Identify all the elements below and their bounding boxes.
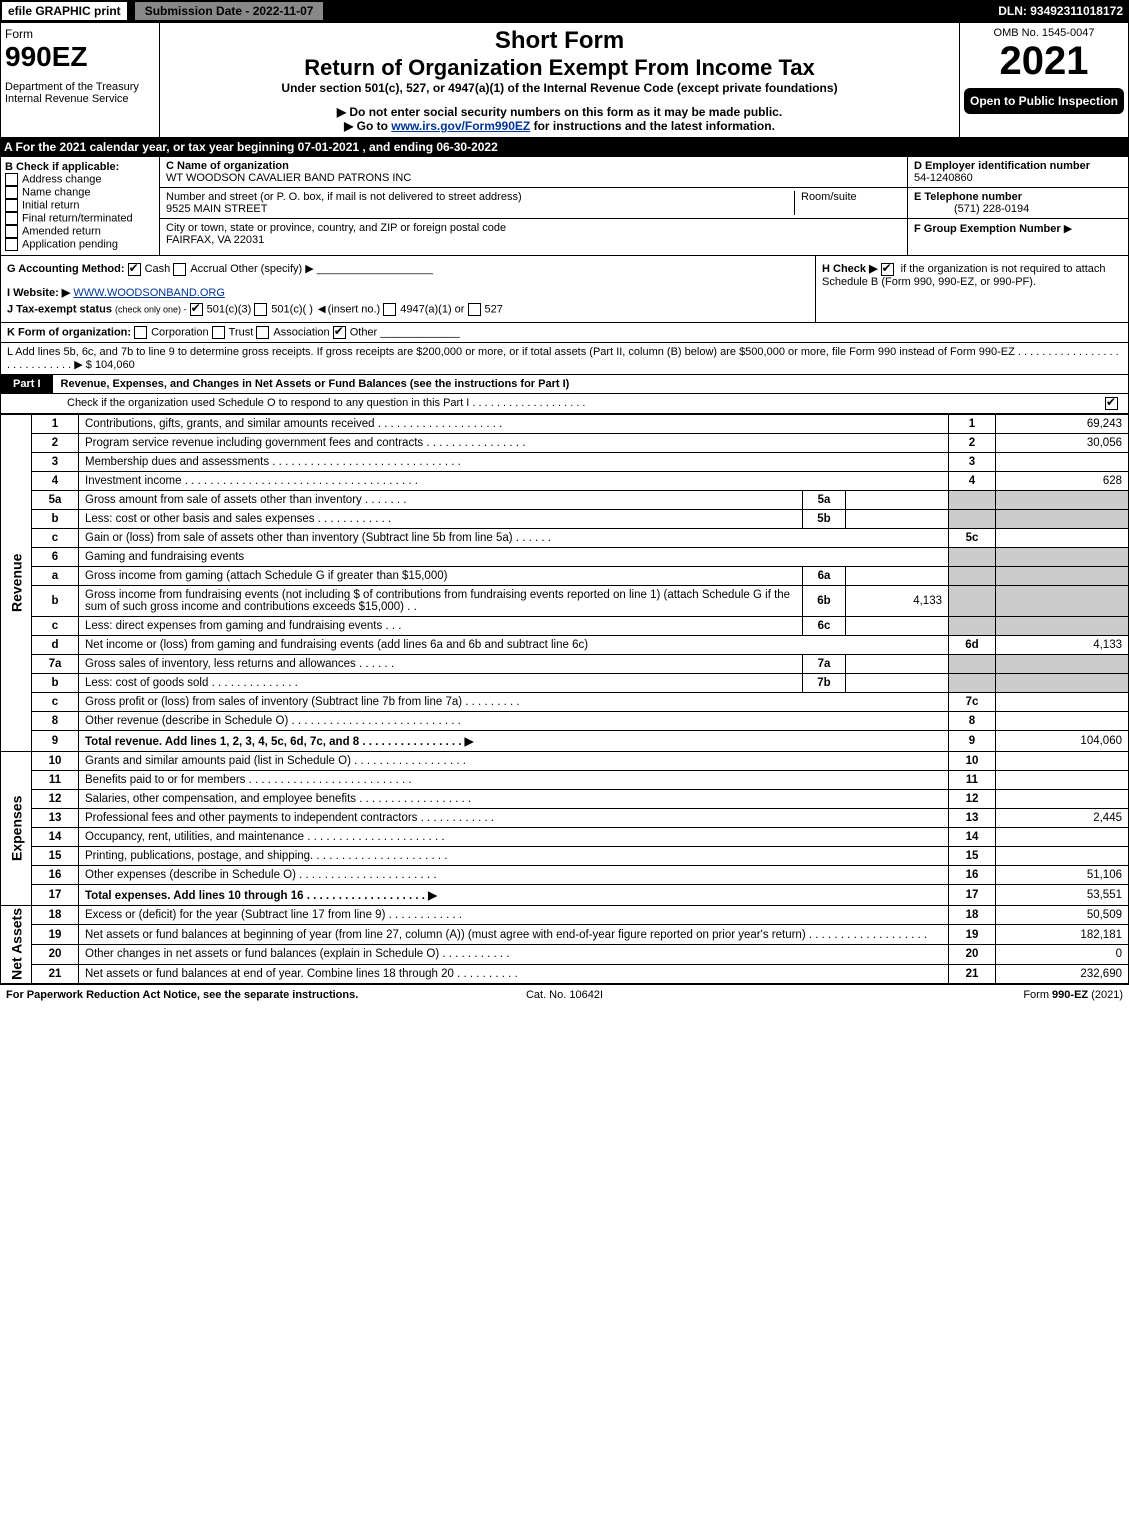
submission-date: Submission Date - 2022-11-07: [133, 0, 326, 22]
line-5c-val: [996, 528, 1129, 547]
cat-no: Cat. No. 10642I: [378, 989, 750, 1001]
cb-initial-return[interactable]: [5, 199, 18, 212]
cb-4947[interactable]: [383, 303, 396, 316]
line-1-val: 69,243: [996, 414, 1129, 433]
line-17-val: 53,551: [996, 884, 1129, 905]
omb-label: OMB No. 1545-0047: [964, 27, 1124, 39]
cb-accrual[interactable]: [173, 263, 186, 276]
line-18-val: 50,509: [996, 905, 1129, 925]
subtitle: Under section 501(c), 527, or 4947(a)(1)…: [164, 81, 955, 95]
line-12-val: [996, 789, 1129, 808]
website-link[interactable]: WWW.WOODSONBAND.ORG: [73, 287, 225, 299]
info-grid: B Check if applicable: Address change Na…: [0, 156, 1129, 256]
dept-label: Department of the Treasury Internal Reve…: [5, 81, 155, 105]
city-state-zip: FAIRFAX, VA 22031: [166, 234, 264, 246]
line-6d-val: 4,133: [996, 635, 1129, 654]
footer: For Paperwork Reduction Act Notice, see …: [0, 984, 1129, 1005]
line-9-val: 104,060: [996, 730, 1129, 751]
line-7c-val: [996, 692, 1129, 711]
line-13-val: 2,445: [996, 808, 1129, 827]
section-l: L Add lines 5b, 6c, and 7b to line 9 to …: [0, 343, 1129, 375]
group-exemption-arrow: ▶: [1064, 223, 1072, 235]
cb-association[interactable]: [256, 326, 269, 339]
return-title: Return of Organization Exempt From Incom…: [164, 55, 955, 81]
cb-other[interactable]: [333, 326, 346, 339]
cb-final-return[interactable]: [5, 212, 18, 225]
cb-501c3[interactable]: [190, 303, 203, 316]
section-c: C Name of organization WT WOODSON CAVALI…: [160, 157, 908, 255]
line-11-val: [996, 770, 1129, 789]
revenue-label: Revenue: [1, 414, 32, 751]
org-name: WT WOODSON CAVALIER BAND PATRONS INC: [166, 172, 411, 184]
efile-label: efile GRAPHIC print: [0, 0, 129, 22]
section-b: B Check if applicable: Address change Na…: [1, 157, 160, 255]
ein: 54-1240860: [914, 172, 973, 184]
section-k: K Form of organization: Corporation Trus…: [0, 323, 1129, 343]
cb-amended-return[interactable]: [5, 225, 18, 238]
line-2-val: 30,056: [996, 433, 1129, 452]
section-h: H Check ▶ if the organization is not req…: [816, 256, 1128, 322]
netassets-label: Net Assets: [1, 905, 32, 984]
open-public-badge: Open to Public Inspection: [964, 88, 1124, 114]
line-8-val: [996, 711, 1129, 730]
cb-cash[interactable]: [128, 263, 141, 276]
cb-application-pending[interactable]: [5, 238, 18, 251]
note-ssn: ▶ Do not enter social security numbers o…: [164, 105, 955, 119]
top-bar: efile GRAPHIC print Submission Date - 20…: [0, 0, 1129, 22]
line-4-val: 628: [996, 471, 1129, 490]
line-21-val: 232,690: [996, 964, 1129, 984]
cb-name-change[interactable]: [5, 186, 18, 199]
short-form-title: Short Form: [164, 27, 955, 55]
expenses-label: Expenses: [1, 751, 32, 905]
note-goto: ▶ Go to www.irs.gov/Form990EZ for instru…: [164, 119, 955, 133]
line-3-val: [996, 452, 1129, 471]
irs-link[interactable]: www.irs.gov/Form990EZ: [391, 119, 530, 133]
line-20-val: 0: [996, 945, 1129, 965]
section-def: D Employer identification number 54-1240…: [908, 157, 1128, 255]
line-15-val: [996, 846, 1129, 865]
line-19-val: 182,181: [996, 925, 1129, 945]
part-1-check: Check if the organization used Schedule …: [0, 394, 1129, 414]
street-address: 9525 MAIN STREET: [166, 203, 267, 215]
lines-table: Revenue 1 Contributions, gifts, grants, …: [0, 414, 1129, 985]
line-6b-val: 4,133: [846, 585, 949, 616]
tax-year: 2021: [964, 39, 1124, 84]
dln-label: DLN: 93492311018172: [998, 4, 1129, 18]
cb-527[interactable]: [468, 303, 481, 316]
form-header: Form 990EZ Department of the Treasury In…: [0, 22, 1129, 138]
form-number: 990EZ: [5, 41, 155, 73]
cb-schedule-b[interactable]: [881, 263, 894, 276]
gross-receipts: 104,060: [95, 359, 135, 371]
room-suite-label: Room/suite: [794, 191, 901, 215]
part-1-header: Part I Revenue, Expenses, and Changes in…: [0, 375, 1129, 394]
cb-address-change[interactable]: [5, 173, 18, 186]
cb-part1-schedo[interactable]: [1105, 397, 1118, 410]
cb-corporation[interactable]: [134, 326, 147, 339]
phone: (571) 228-0194: [914, 203, 1029, 215]
cb-trust[interactable]: [212, 326, 225, 339]
form-label: Form: [5, 27, 155, 41]
line-10-val: [996, 751, 1129, 770]
line-16-val: 51,106: [996, 865, 1129, 884]
section-a: A For the 2021 calendar year, or tax yea…: [0, 138, 1129, 156]
line-14-val: [996, 827, 1129, 846]
cb-501c[interactable]: [254, 303, 267, 316]
section-g: G Accounting Method: Cash Accrual Other …: [1, 256, 816, 322]
